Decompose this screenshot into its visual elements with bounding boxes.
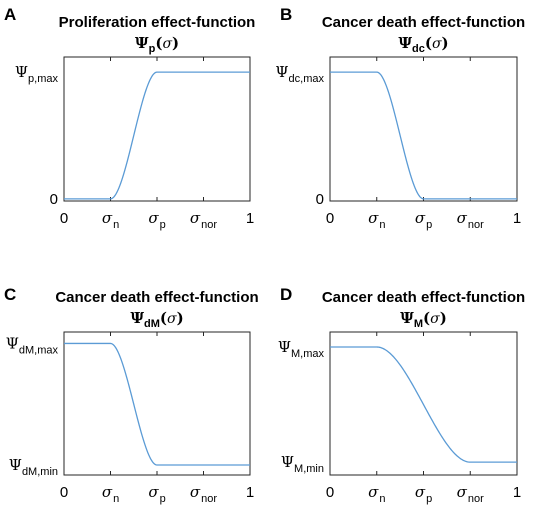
x-tick-label: σn — [368, 209, 385, 231]
x-tick-label: σp — [148, 483, 165, 505]
x-tick-label: 0 — [60, 210, 68, 227]
panel-title: Cancer death effect-function — [322, 14, 525, 31]
x-tick-label: 1 — [246, 484, 254, 501]
y-tick-label: ΨdM,max — [6, 334, 59, 356]
x-tick-label: 1 — [246, 210, 254, 227]
x-tick-label: σn — [102, 209, 119, 231]
y-tick-label: Ψp,max — [15, 63, 59, 85]
panel-title: Cancer death effect-function — [55, 289, 258, 306]
panel-label: D — [280, 285, 292, 304]
panel-label: C — [4, 285, 16, 304]
series-line — [330, 346, 517, 463]
x-tick-label: σp — [148, 209, 165, 231]
series-line — [64, 342, 250, 466]
series-line — [330, 71, 517, 200]
y-tick-label: ΨM,min — [281, 453, 324, 475]
x-tick-label: σnor — [457, 483, 484, 505]
y-tick-label: ΨM,max — [278, 338, 325, 360]
x-tick-label: σnor — [190, 483, 217, 505]
x-tick-label: σn — [102, 483, 119, 505]
x-tick-label: σn — [368, 483, 385, 505]
axes-box — [63, 56, 251, 202]
axes-box — [329, 56, 518, 202]
x-tick-label: σnor — [457, 209, 484, 231]
y-tick-label: 0 — [50, 191, 58, 208]
y-tick-label: 0 — [316, 191, 324, 208]
x-tick-label: 0 — [60, 484, 68, 501]
panel-label: A — [4, 5, 16, 24]
panel-b: B Cancer death effect-function Ψdc(σ) 0 σn σp… — [275, 5, 525, 231]
panel-c: C Cancer death effect-function ΨdM(σ) 0 σn σp… — [4, 285, 259, 505]
panel-title: Cancer death effect-function — [322, 289, 525, 306]
panel-subtitle: Ψdc(σ) — [398, 34, 448, 55]
x-tick-label: 0 — [326, 210, 334, 227]
panel-subtitle: ΨdM(σ) — [130, 309, 183, 330]
panel-d: D Cancer death effect-function ΨM(σ) 0 σn σp σ… — [278, 285, 525, 505]
panel-label: B — [280, 5, 292, 24]
x-tick-label: σp — [415, 483, 432, 505]
x-tick-label: 1 — [513, 484, 521, 501]
y-tick-label: Ψdc,max — [275, 63, 324, 85]
x-tick-label: 0 — [326, 484, 334, 501]
panel-title: Proliferation effect-function — [59, 14, 256, 31]
panel-a: A Proliferation effect-function Ψp(σ) 0 σn σp… — [4, 5, 255, 231]
axes-box — [63, 331, 251, 476]
x-tick-label: 1 — [513, 210, 521, 227]
panel-subtitle: ΨM(σ) — [400, 309, 447, 330]
series-line — [64, 71, 250, 200]
y-tick-label: ΨdM,min — [9, 456, 58, 478]
panel-subtitle: Ψp(σ) — [135, 34, 179, 55]
x-tick-label: σnor — [190, 209, 217, 231]
x-tick-label: σp — [415, 209, 432, 231]
